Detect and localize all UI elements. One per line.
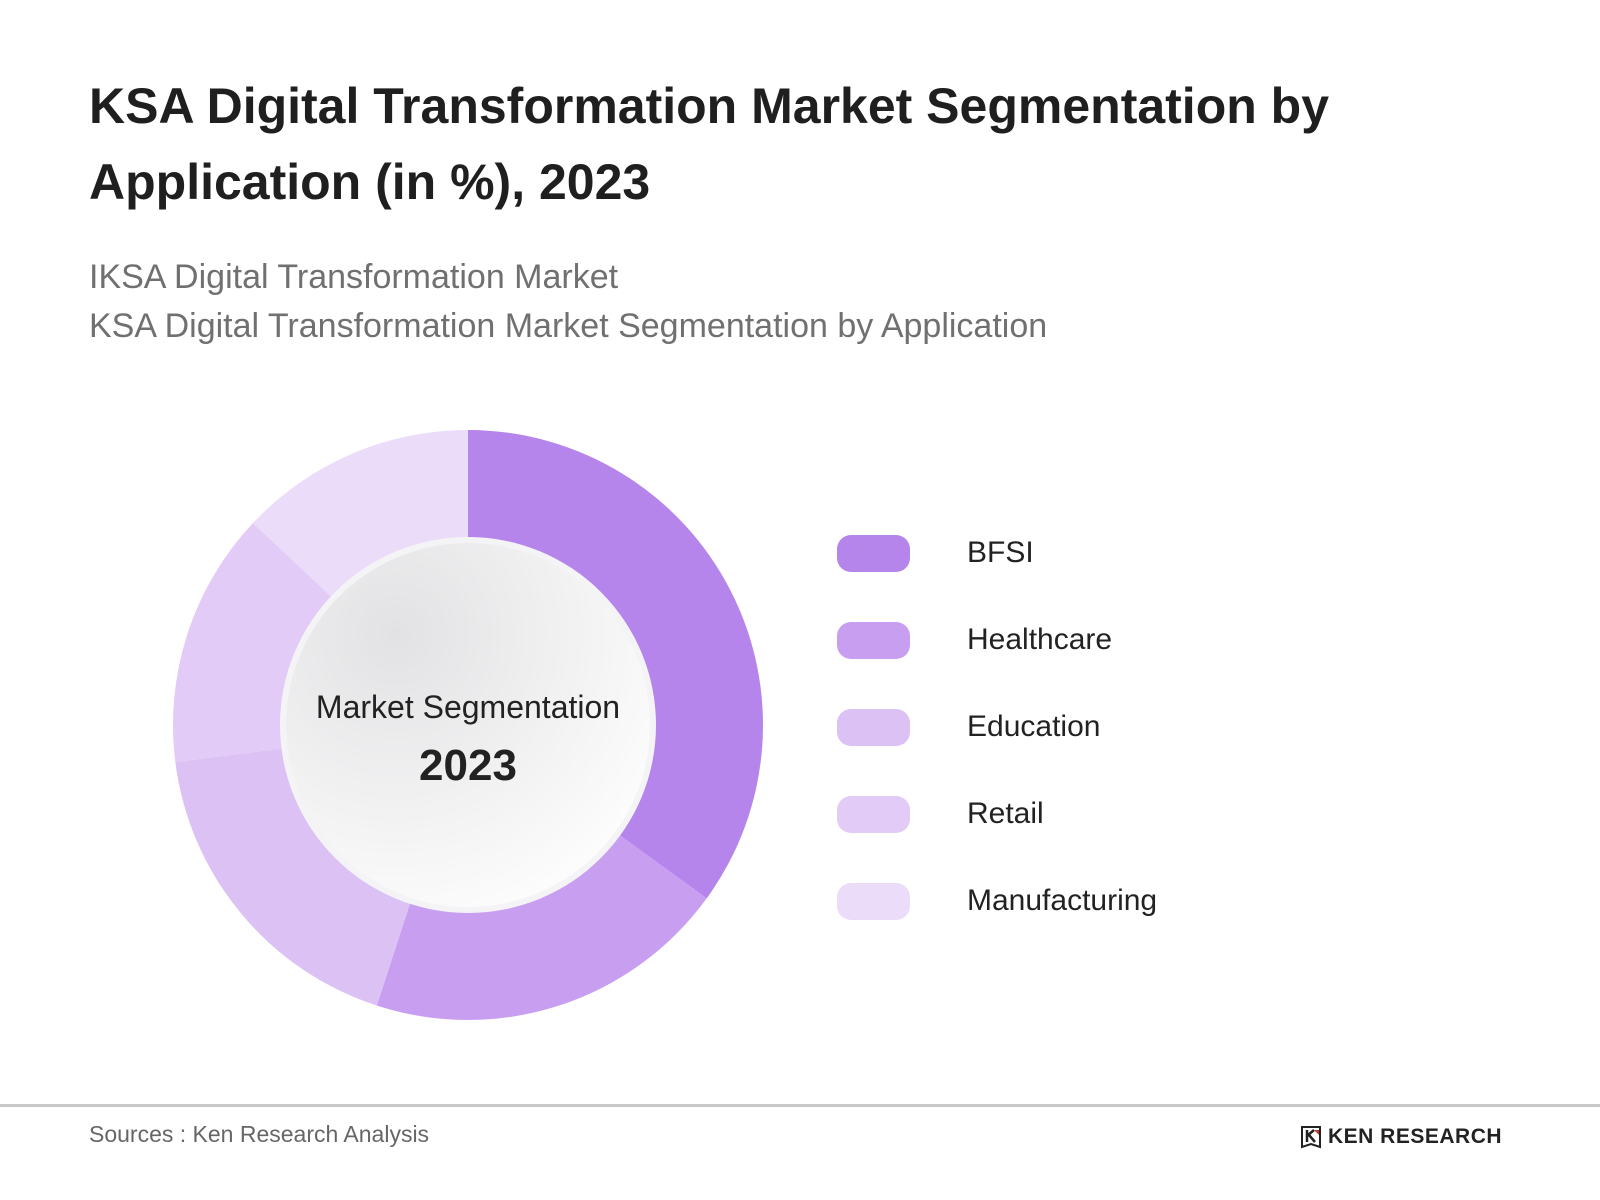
legend-label: BFSI <box>967 536 1034 569</box>
legend-swatch <box>837 882 910 920</box>
legend-label: Healthcare <box>967 623 1113 656</box>
legend-swatch <box>837 708 910 746</box>
center-value: 2023 <box>419 741 517 790</box>
slice-retail <box>172 523 332 762</box>
legend-swatch <box>837 795 910 833</box>
legend-label: Education <box>967 710 1101 743</box>
slice-bfsi <box>468 430 763 899</box>
slice-healthcare <box>376 834 707 1020</box>
source-note: Sources : Ken Research Analysis <box>89 1121 430 1147</box>
legend-swatch <box>837 621 910 659</box>
legend-item-manufacturing: Manufacturing <box>837 882 1157 920</box>
slice-manufacturing <box>252 430 468 597</box>
footer-divider <box>0 1104 1600 1107</box>
ken-research-logo: KEN RESEARCH <box>1300 1125 1502 1149</box>
logo-k-icon <box>1301 1126 1321 1149</box>
legend-swatch <box>837 534 910 572</box>
subtitle-line-1: IKSA Digital Transformation Market <box>89 258 619 296</box>
legend-item-education: Education <box>837 708 1100 746</box>
logo-text: KEN RESEARCH <box>1328 1125 1503 1148</box>
center-disc <box>286 543 650 907</box>
legend-item-bfsi: BFSI <box>837 534 1034 572</box>
legend-item-healthcare: Healthcare <box>837 621 1112 659</box>
legend-label: Retail <box>967 797 1044 830</box>
chart-title: KSA Digital Transformation Market Segmen… <box>89 78 1330 210</box>
subtitle-line-2: KSA Digital Transformation Market Segmen… <box>89 307 1048 345</box>
legend-label: Manufacturing <box>967 884 1158 917</box>
legend-item-retail: Retail <box>837 795 1044 833</box>
center-label: Market Segmentation <box>316 689 620 725</box>
slice-education <box>175 748 411 1006</box>
